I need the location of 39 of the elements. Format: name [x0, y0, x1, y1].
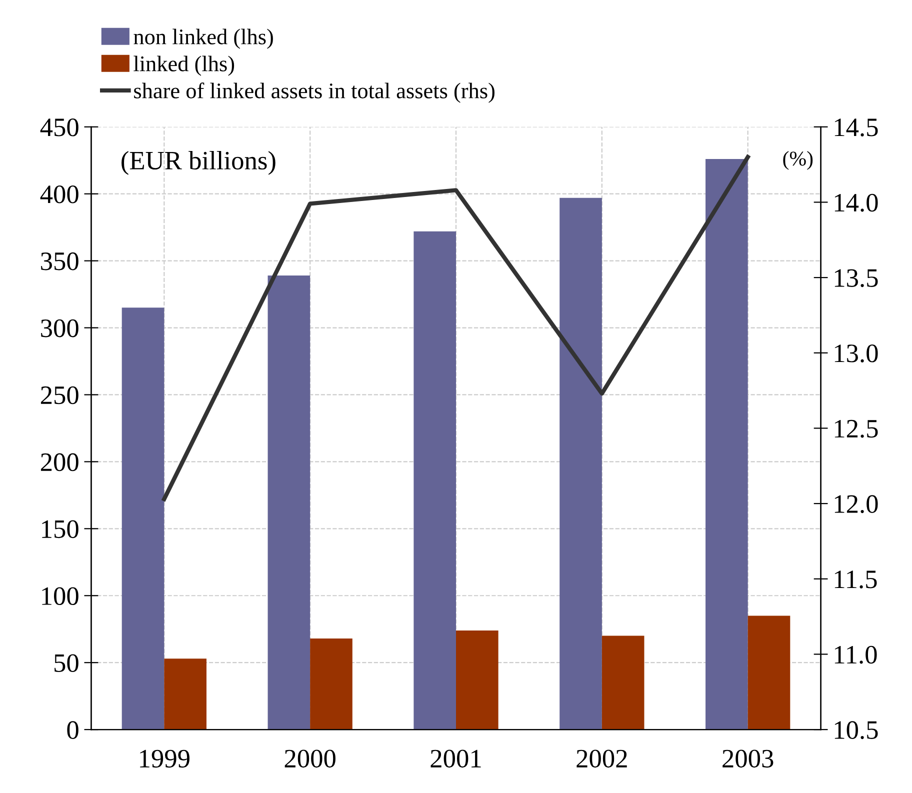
bar [456, 630, 498, 730]
x-tick-label: 2002 [576, 750, 627, 768]
y-tick-label: 400 [40, 185, 78, 204]
y-tick-label: 200 [40, 453, 78, 472]
y2-tick-label: 12.5 [834, 420, 878, 438]
y-tick-label: 0 [67, 721, 78, 739]
y2-tick-label: 10.5 [834, 721, 878, 740]
x-tick-label: 2000 [284, 750, 336, 768]
bar [414, 231, 456, 730]
y-tick-label: 250 [40, 386, 78, 404]
legend-label: share of linked assets in total assets (rhs) [134, 82, 494, 103]
x-tick-label: 1999 [140, 750, 190, 768]
y2-tick-label: 14.5 [834, 118, 878, 136]
y-tick-label: 300 [41, 319, 78, 338]
bar [602, 636, 644, 730]
bar [706, 159, 748, 730]
legend-label: linked (lhs) [134, 56, 234, 76]
bar [164, 658, 206, 730]
legend-label: non linked (lhs) [134, 28, 273, 49]
y2-tick-label: 13.5 [834, 269, 878, 288]
annotation: (%) [783, 150, 813, 170]
y-tick-label: 50 [54, 654, 78, 672]
y2-tick-label: 13.0 [834, 344, 878, 362]
bar [310, 638, 352, 730]
y-tick-label: 350 [41, 252, 78, 270]
y2-tick-label: 11.0 [834, 646, 877, 664]
bar [122, 308, 164, 730]
y2-tick-label: 11.5 [834, 570, 877, 588]
bar [560, 198, 602, 730]
y-tick-label: 150 [42, 520, 78, 538]
y-tick-label: 100 [42, 587, 78, 606]
y-tick-label: 450 [40, 118, 78, 136]
x-tick-label: 2001 [430, 750, 481, 768]
annotation: (EUR billions) [122, 150, 276, 175]
bar [268, 276, 310, 730]
y2-tick-label: 12.0 [834, 495, 878, 514]
y2-tick-label: 14.0 [834, 194, 878, 212]
bar [748, 616, 790, 730]
x-tick-label: 2003 [722, 750, 774, 768]
